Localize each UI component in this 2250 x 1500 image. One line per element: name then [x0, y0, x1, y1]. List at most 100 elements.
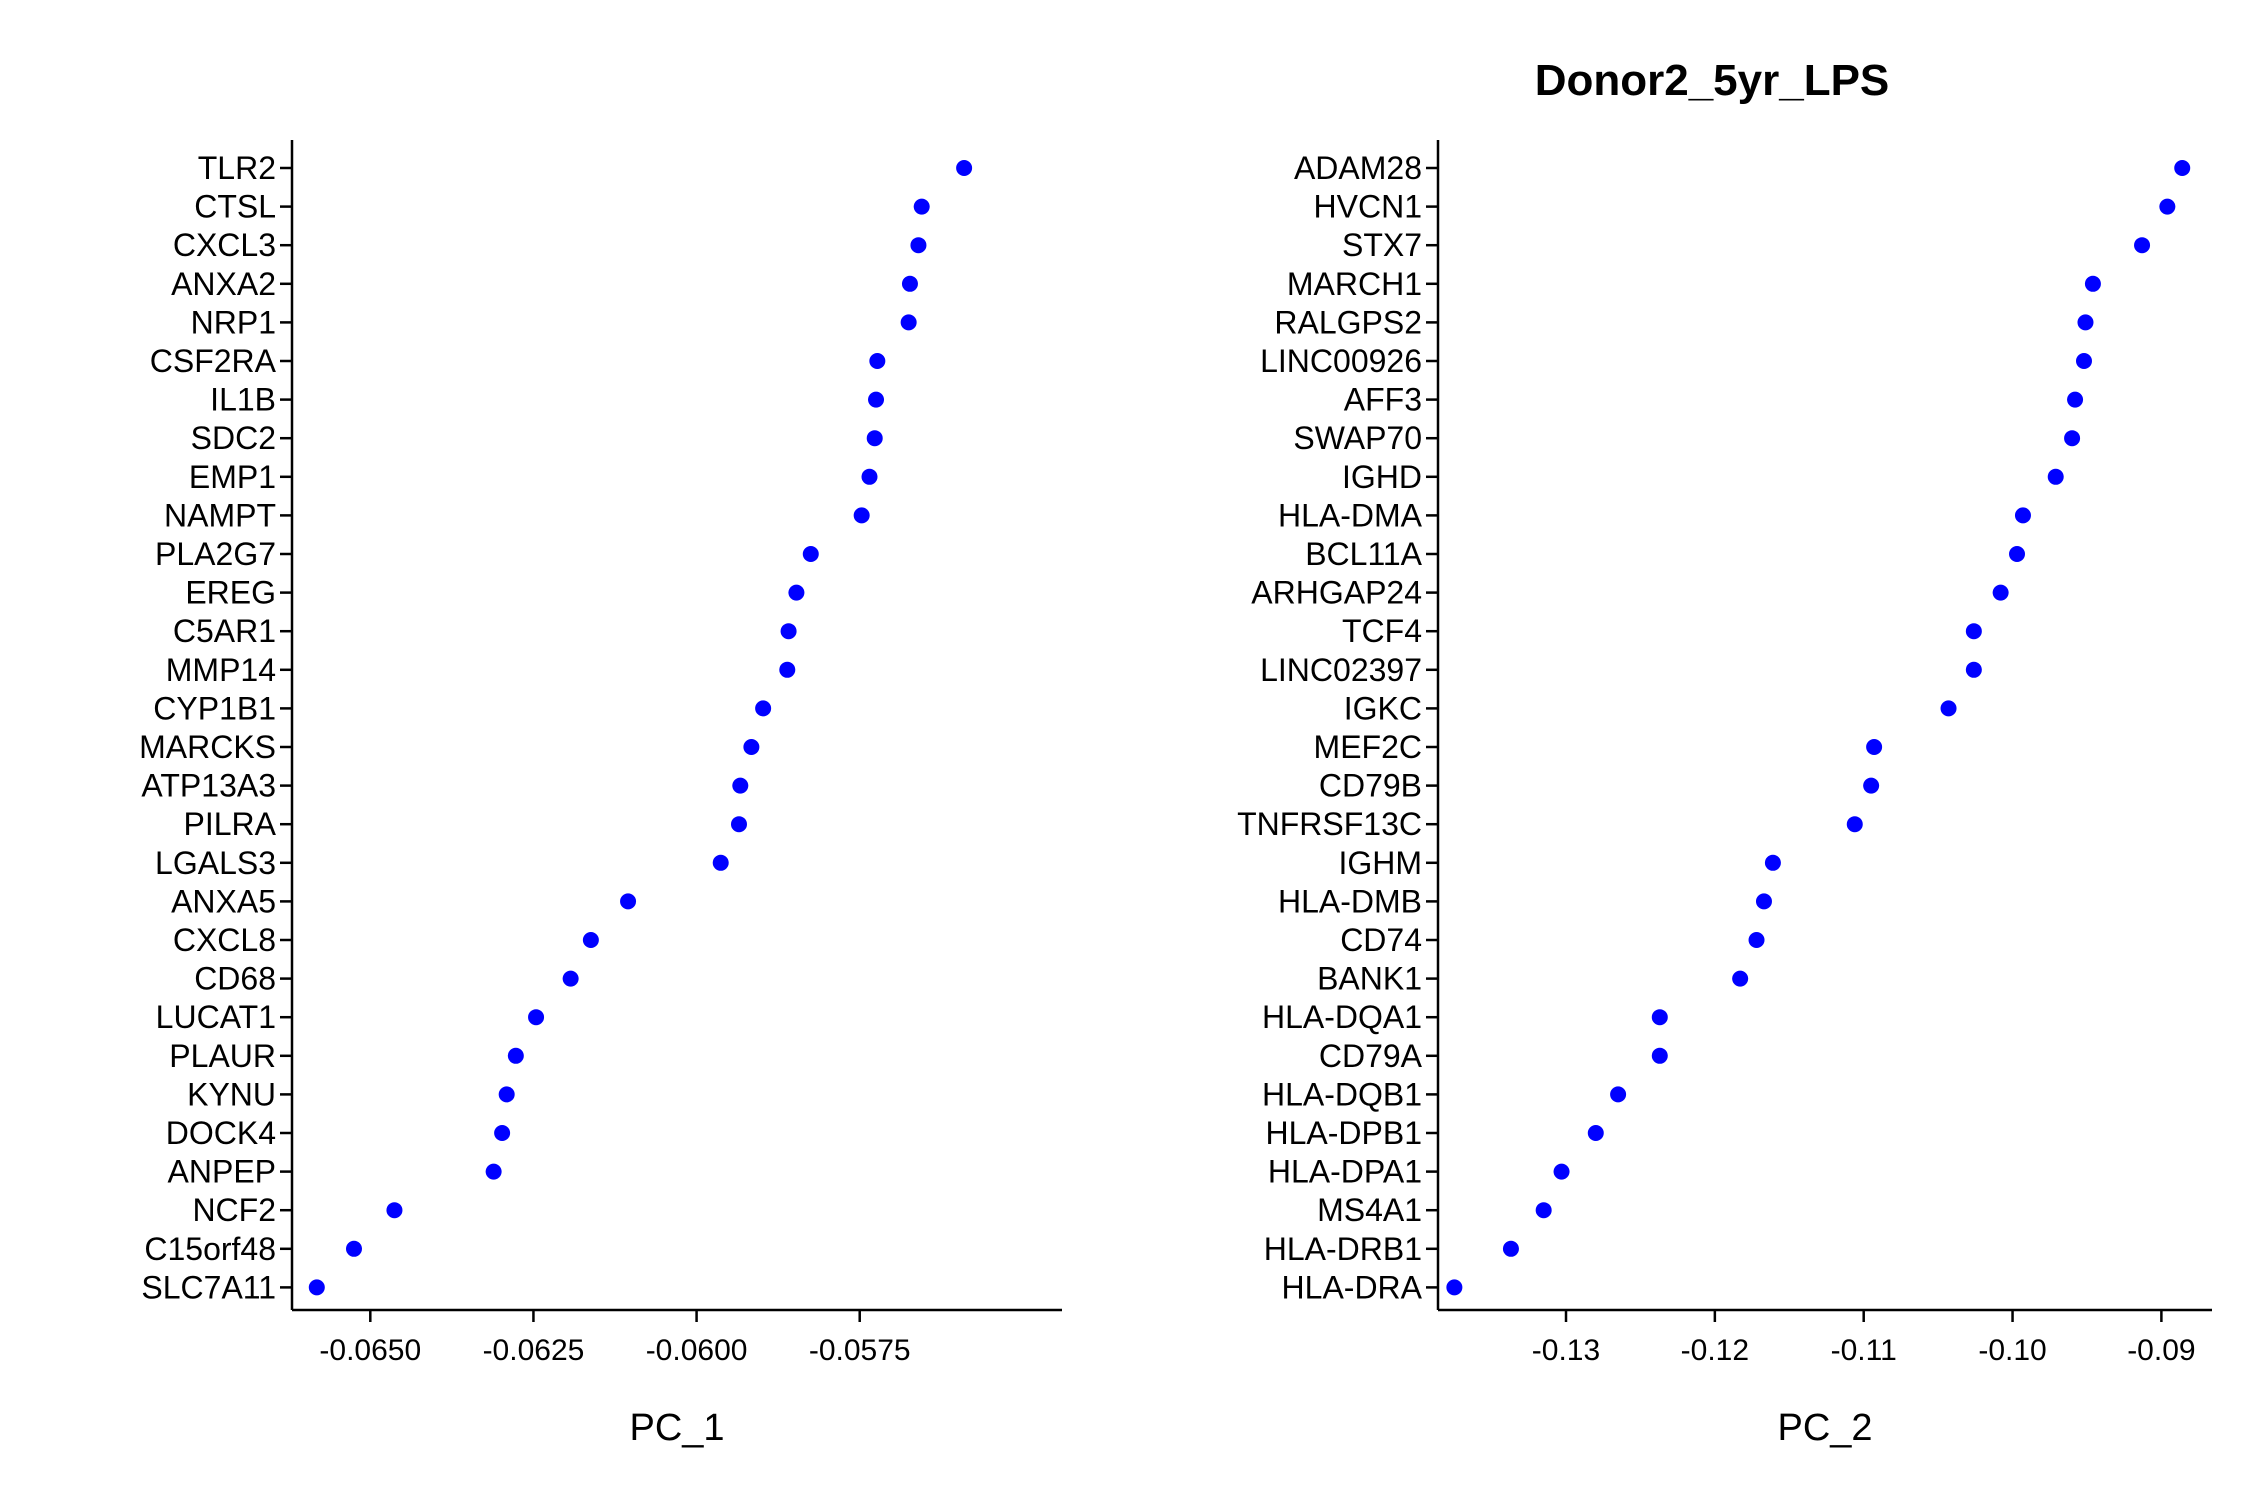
gene-label: IGHD: [1342, 459, 1422, 495]
gene-label: PLAUR: [169, 1038, 276, 1074]
data-point: [2067, 391, 2084, 408]
data-point: [861, 468, 878, 485]
data-point: [1610, 1086, 1627, 1103]
gene-label: HLA-DQA1: [1262, 999, 1422, 1035]
gene-label: CD79A: [1319, 1038, 1423, 1074]
gene-label: NCF2: [192, 1192, 276, 1228]
gene-label: IL1B: [210, 382, 276, 418]
gene-label: PLA2G7: [155, 536, 276, 572]
gene-label: AFF3: [1344, 382, 1422, 418]
gene-label: CSF2RA: [150, 343, 277, 379]
x-tick-label: -0.0600: [646, 1334, 748, 1367]
gene-label: PILRA: [184, 806, 277, 842]
data-point: [620, 893, 637, 910]
data-point: [582, 932, 599, 948]
data-point: [868, 391, 885, 408]
data-point: [1965, 661, 1982, 678]
gene-label: C15orf48: [144, 1231, 276, 1267]
data-point: [755, 700, 772, 717]
data-point: [1651, 1009, 1668, 1026]
data-point: [507, 1047, 524, 1064]
data-point: [2174, 160, 2191, 176]
gene-label: HLA-DRB1: [1264, 1231, 1422, 1267]
gene-label: MARCKS: [139, 729, 276, 765]
gene-label: ANXA2: [171, 266, 276, 302]
data-point: [494, 1125, 511, 1141]
gene-label: LGALS3: [155, 845, 276, 881]
gene-label: IGHM: [1338, 845, 1422, 881]
data-point: [308, 1279, 325, 1296]
data-point: [1764, 854, 1781, 871]
x-ticks: -0.0650 -0.0625 -0.0600 -0.0575: [319, 1310, 911, 1367]
data-point: [901, 275, 918, 292]
gene-label: LINC00926: [1260, 343, 1422, 379]
data-point: [743, 739, 760, 755]
gene-label: C5AR1: [173, 613, 276, 649]
gene-label: EMP1: [189, 459, 276, 495]
gene-labels: ADAM28HVCN1STX7MARCH1RALGPS2LINC00926AFF…: [1237, 150, 1438, 1305]
data-point: [1755, 893, 1772, 910]
gene-label: ANXA5: [171, 883, 276, 919]
data-point: [562, 970, 579, 987]
gene-label: CYP1B1: [153, 690, 276, 726]
gene-label: NAMPT: [164, 497, 276, 533]
data-point: [2047, 468, 2064, 485]
data-point: [780, 623, 797, 640]
data-point: [913, 198, 930, 215]
data-point: [1992, 584, 2009, 601]
gene-label: CD68: [194, 961, 276, 997]
gene-label: IGKC: [1344, 690, 1422, 726]
data-point: [485, 1163, 502, 1180]
data-point: [869, 353, 886, 369]
x-tick-label: -0.0650: [319, 1334, 421, 1367]
data-point: [1446, 1279, 1463, 1296]
pc2-loadings-panel: Donor2_5yr_LPS -0.13 -0.12 -0.11 -0.10 -0.09…: [1237, 56, 2212, 1449]
gene-label: MARCH1: [1287, 266, 1422, 302]
data-point: [779, 661, 796, 678]
data-point: [386, 1202, 403, 1219]
data-points: [1446, 160, 2191, 1296]
x-tick-label: -0.0625: [483, 1334, 585, 1367]
gene-labels: TLR2CTSLCXCL3ANXA2NRP1CSF2RAIL1BSDC2EMP1…: [139, 150, 292, 1305]
data-point: [956, 160, 973, 176]
data-point: [910, 237, 927, 254]
gene-label: SWAP70: [1293, 420, 1422, 456]
data-point: [1866, 739, 1883, 755]
data-point: [1748, 932, 1765, 948]
gene-label: RALGPS2: [1274, 304, 1422, 340]
data-point: [2077, 314, 2094, 331]
data-point: [1965, 623, 1982, 640]
data-point: [2075, 353, 2092, 369]
gene-label: MEF2C: [1314, 729, 1422, 765]
data-point: [498, 1086, 515, 1103]
gene-label: NRP1: [191, 304, 276, 340]
x-tick-label: -0.0575: [809, 1334, 911, 1367]
gene-label: ANPEP: [168, 1154, 276, 1190]
gene-label: STX7: [1342, 227, 1422, 263]
gene-label: SLC7A11: [141, 1269, 276, 1305]
data-point: [2084, 275, 2101, 292]
gene-label: BCL11A: [1305, 536, 1422, 572]
gene-label: HLA-DRA: [1282, 1269, 1423, 1305]
gene-label: HLA-DMB: [1278, 883, 1422, 919]
x-tick-label: -0.10: [1978, 1334, 2046, 1367]
gene-label: CTSL: [194, 189, 276, 225]
data-point: [788, 584, 805, 601]
gene-label: CXCL3: [173, 227, 276, 263]
x-axis-title: PC_1: [629, 1407, 724, 1449]
gene-label: MS4A1: [1317, 1192, 1422, 1228]
data-point: [1535, 1202, 1552, 1219]
data-point: [866, 430, 883, 447]
data-point: [1940, 700, 1957, 717]
x-tick-label: -0.12: [1681, 1334, 1749, 1367]
gene-label: TCF4: [1342, 613, 1422, 649]
gene-label: HVCN1: [1314, 189, 1422, 225]
gene-label: DOCK4: [166, 1115, 276, 1151]
data-points: [308, 160, 973, 1296]
gene-label: KYNU: [187, 1076, 276, 1112]
x-tick-label: -0.11: [1831, 1334, 1897, 1367]
data-point: [853, 507, 870, 524]
gene-label: MMP14: [166, 652, 276, 688]
x-tick-label: -0.09: [2127, 1334, 2195, 1367]
